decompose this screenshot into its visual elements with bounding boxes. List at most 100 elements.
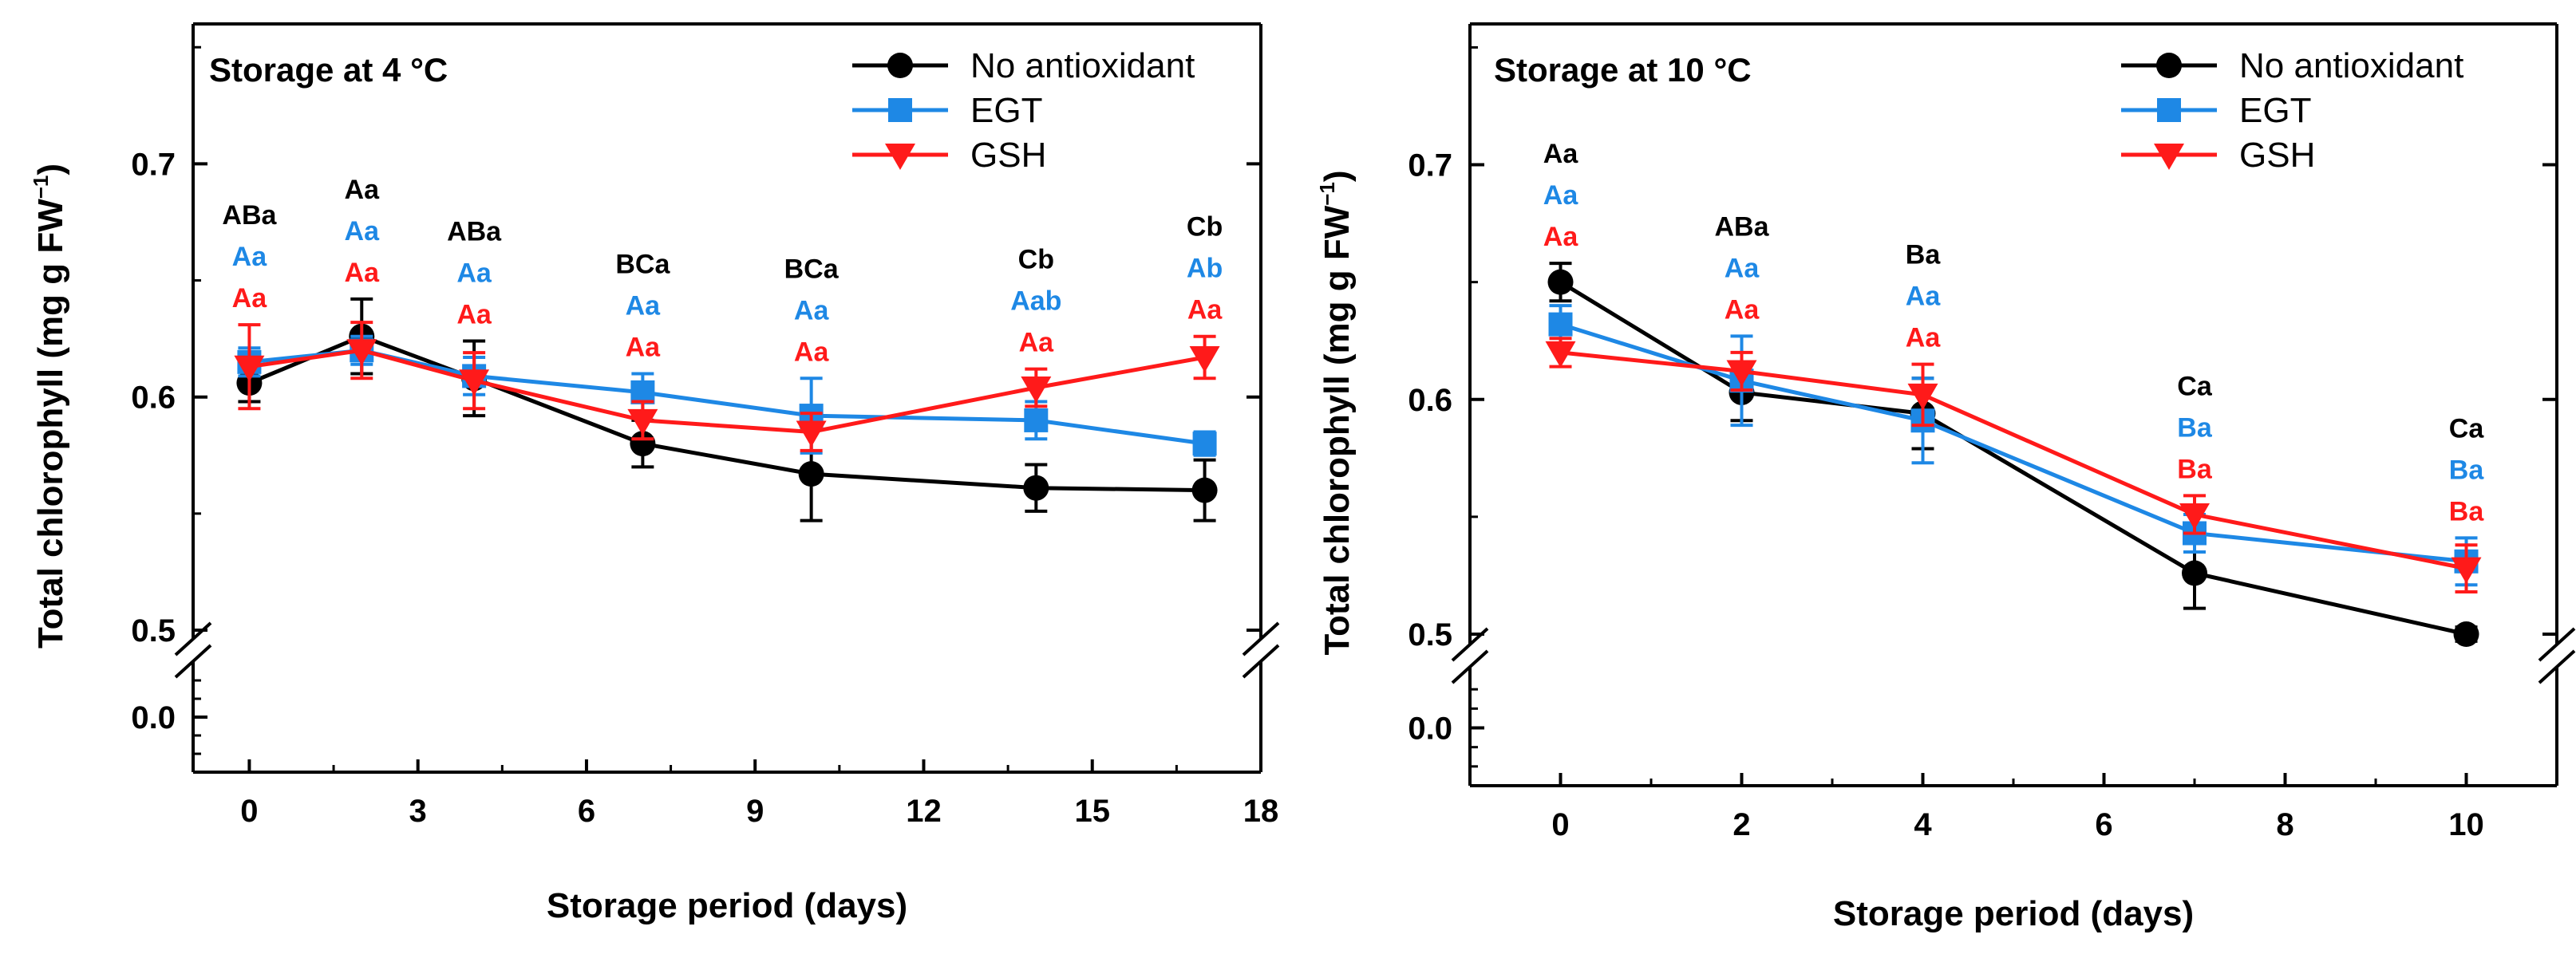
- data-point: [1023, 475, 1049, 501]
- data-point: [1189, 346, 1220, 373]
- significance-label: Cb: [1018, 245, 1054, 275]
- data-point: [630, 431, 656, 457]
- legend-label: EGT: [970, 91, 1042, 130]
- x-tick-label: 18: [1243, 794, 1279, 829]
- axis-break-right: [2538, 627, 2576, 662]
- data-point: [346, 339, 377, 366]
- data-point: [459, 369, 490, 396]
- y-tick-label: 0.5: [1408, 617, 1452, 652]
- significance-label: Aa: [1725, 294, 1760, 325]
- legend-entry: GSH: [852, 136, 1046, 175]
- axis-break-left: [174, 644, 212, 679]
- significance-label: Aa: [626, 332, 662, 362]
- legend-label: No antioxidant: [2239, 46, 2463, 85]
- legend-marker: [888, 98, 912, 122]
- series-line: [1560, 350, 2467, 571]
- significance-label: Aa: [1187, 295, 1223, 325]
- significance-label: Ba: [1906, 240, 1942, 270]
- x-tick-label: 0: [240, 794, 258, 829]
- data-point: [1545, 341, 1576, 368]
- x-tick-label: 6: [578, 794, 595, 829]
- significance-label: Aa: [1906, 282, 1942, 312]
- significance-label: Ca: [2449, 413, 2485, 444]
- significance-label: Aa: [232, 283, 268, 313]
- significance-label: BCa: [615, 249, 670, 279]
- significance-label: Aa: [794, 295, 830, 325]
- y-axis-title: Total chlorophyll (mg g FW−1): [29, 164, 70, 649]
- significance-label: Aa: [456, 300, 492, 330]
- x-tick-label: 0: [1551, 807, 1569, 842]
- data-point: [1726, 360, 1757, 387]
- y-tick-label: 0.0: [131, 700, 176, 735]
- y-tick-label: 0.0: [1408, 712, 1452, 747]
- x-tick-label: 4: [1914, 807, 1932, 842]
- significance-label: Aa: [1543, 180, 1579, 211]
- y-tick-label: 0.7: [131, 147, 176, 182]
- significance-label: Aa: [626, 290, 662, 321]
- series-no-antioxidant: [1547, 262, 2479, 647]
- significance-label: BCa: [784, 254, 840, 284]
- legend-label: GSH: [970, 136, 1046, 175]
- axis-break-left: [1451, 649, 1489, 684]
- x-axis-title: Storage period (days): [1833, 894, 2194, 933]
- series-no-antioxidant: [236, 297, 1218, 522]
- significance-label: ABa: [447, 217, 502, 247]
- series-gsh: [234, 321, 1220, 452]
- x-tick-label: 6: [2095, 807, 2112, 842]
- legend-entry: No antioxidant: [2121, 46, 2463, 85]
- series-line: [249, 348, 1206, 435]
- significance-label: ABa: [222, 200, 277, 231]
- legend-label: No antioxidant: [970, 46, 1195, 85]
- data-point: [627, 408, 658, 436]
- x-tick-label: 10: [2448, 807, 2484, 842]
- data-point: [2453, 621, 2479, 647]
- axis-break-right: [1242, 644, 1280, 679]
- significance-label: Ba: [2449, 455, 2485, 485]
- significance-label: Aa: [1543, 139, 1579, 169]
- significance-label: Aa: [232, 242, 268, 272]
- data-point: [1192, 432, 1217, 456]
- panel-title: Storage at 4 °C: [209, 51, 448, 89]
- series-line: [249, 348, 1205, 446]
- significance-label: ABa: [1714, 211, 1769, 242]
- data-point: [796, 420, 827, 447]
- significance-label: Ba: [2177, 454, 2213, 484]
- axis-break-right: [1242, 621, 1280, 656]
- legend-marker: [2154, 144, 2184, 170]
- significance-label: Aab: [1010, 286, 1061, 317]
- data-point: [1907, 383, 1938, 410]
- significance-label: Aa: [345, 175, 381, 205]
- significance-label: Aa: [345, 258, 381, 288]
- data-point: [2451, 557, 2482, 584]
- x-tick-label: 2: [1732, 807, 1750, 842]
- data-point: [234, 355, 265, 382]
- data-point: [1021, 376, 1052, 403]
- legend-label: EGT: [2239, 91, 2311, 130]
- y-axis-title: Total chlorophyll (mg g FW−1): [1315, 170, 1357, 655]
- data-point: [2182, 560, 2207, 586]
- legend-marker: [2156, 53, 2182, 78]
- significance-label: Aa: [1019, 328, 1055, 358]
- significance-label: Aa: [794, 337, 830, 367]
- series-gsh: [1545, 337, 2482, 594]
- significance-label: Aa: [1906, 323, 1942, 353]
- legend-entry: EGT: [2121, 91, 2311, 130]
- legend-entry: GSH: [2121, 136, 2315, 175]
- series-line: [1559, 322, 2467, 564]
- significance-label: Cb: [1187, 212, 1223, 242]
- significance-label: Ba: [2449, 496, 2485, 526]
- data-point: [1548, 312, 1573, 337]
- data-point: [1547, 269, 1574, 295]
- panel-title: Storage at 10 °C: [1494, 51, 1752, 89]
- legend-entry: No antioxidant: [852, 46, 1195, 85]
- y-tick-label: 0.5: [131, 613, 176, 649]
- significance-label: Aa: [456, 258, 492, 289]
- significance-label: Aa: [345, 216, 381, 246]
- data-point: [1024, 408, 1049, 432]
- legend-marker: [885, 144, 915, 170]
- significance-label: Ab: [1187, 254, 1223, 284]
- x-tick-label: 3: [409, 794, 427, 829]
- axis-break-right: [2538, 649, 2576, 684]
- significance-label: Ca: [2177, 371, 2213, 401]
